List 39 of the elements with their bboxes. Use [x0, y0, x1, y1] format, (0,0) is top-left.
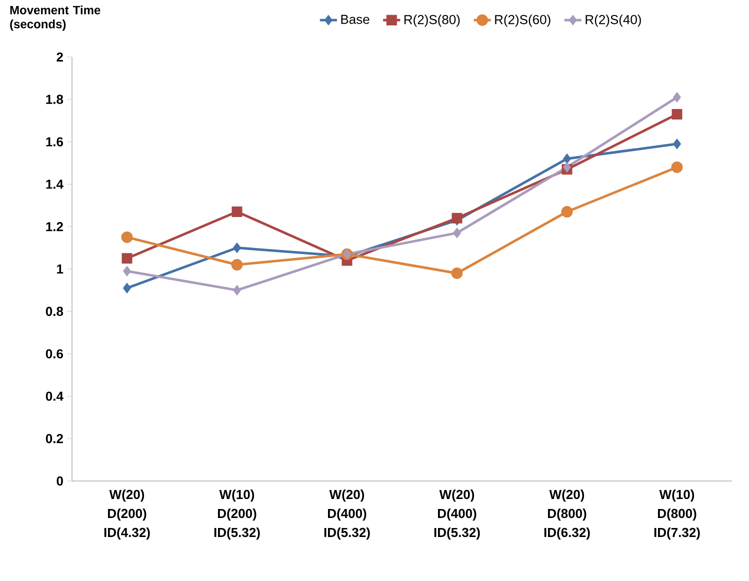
y-tick-label: 0.6 — [46, 349, 63, 358]
y-tick-label: 1.4 — [46, 180, 64, 189]
x-tick-label: W(10) D(800) ID(7.32) — [654, 490, 700, 540]
x-tick-label: W(20) D(800) ID(6.32) — [544, 490, 590, 540]
point — [673, 92, 682, 103]
point — [233, 284, 241, 296]
point — [671, 161, 683, 173]
x-tick-label: W(20) D(400) ID(5.32) — [324, 490, 370, 540]
y-tick-label: 1.8 — [46, 94, 64, 104]
legend-label: R(2)S(80) — [404, 14, 460, 27]
y-tick-label: 0.2 — [46, 434, 63, 444]
legend-label: R(2)S(60) — [495, 14, 550, 27]
point — [672, 108, 682, 120]
y-tick-label: 2 — [56, 52, 63, 62]
point — [233, 242, 241, 254]
legend-label: Base — [341, 14, 370, 24]
point — [122, 253, 132, 264]
y-tick-label: 0.8 — [46, 306, 64, 316]
point — [451, 267, 463, 279]
point — [453, 228, 462, 238]
point — [673, 138, 682, 150]
x-tick-label: W(20) D(400) ID(5.32) — [434, 490, 480, 540]
point — [123, 266, 131, 276]
point — [563, 154, 572, 164]
point — [123, 282, 131, 294]
y-tick-label: 1 — [57, 264, 64, 274]
x-tick-label: W(20) D(200) ID(4.32) — [104, 490, 150, 540]
point — [561, 206, 573, 218]
y-tick-label: 0.4 — [46, 392, 64, 401]
x-tick-label: W(10) D(200) ID(5.32) — [214, 490, 260, 540]
point — [231, 259, 243, 271]
y-tick-label: 1.2 — [46, 222, 63, 232]
y-tick-label: 1.6 — [46, 137, 63, 146]
point — [563, 162, 572, 172]
legend-label: R(2)S(40) — [586, 14, 641, 27]
point — [232, 206, 242, 218]
point — [121, 231, 133, 243]
y-axis-title: Movement Time (seconds) — [10, 6, 100, 31]
y-tick-label: 0 — [56, 476, 63, 486]
